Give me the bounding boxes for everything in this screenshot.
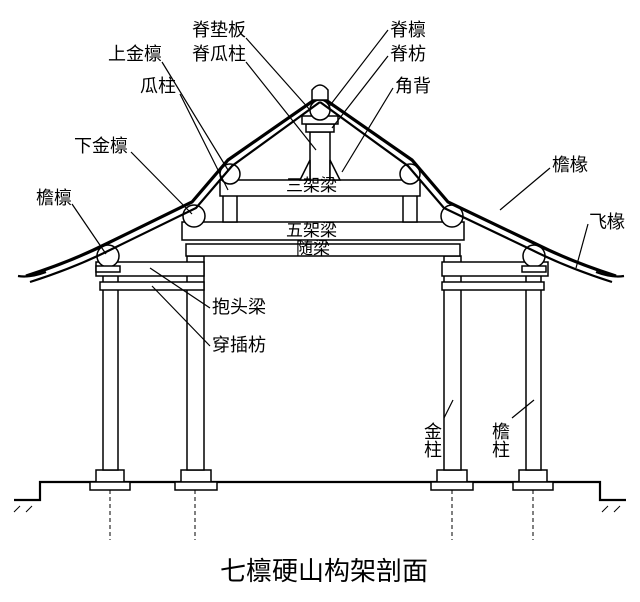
label-jilin: 脊檩 bbox=[390, 20, 426, 40]
foundation bbox=[14, 470, 626, 512]
label-sanjialiang: 三架梁 bbox=[286, 176, 337, 195]
label-jinzhu: 金柱 bbox=[422, 422, 442, 458]
label-shangjinlin: 上金檩 bbox=[108, 44, 162, 64]
label-feizhuan: 飞椽 bbox=[589, 212, 625, 232]
jifang bbox=[306, 124, 334, 132]
label-jiaobei: 角背 bbox=[395, 76, 431, 96]
label-jiguazhu: 脊瓜柱 bbox=[192, 44, 246, 64]
guazhu-right bbox=[403, 194, 417, 222]
label-guazhu: 瓜柱 bbox=[140, 76, 176, 96]
label-suiliang: 随梁 bbox=[296, 239, 330, 258]
guazhu-left bbox=[223, 194, 237, 222]
label-wujialiang: 五架梁 bbox=[286, 221, 337, 240]
label-jidianban: 脊垫板 bbox=[192, 20, 246, 40]
label-chuanchafang: 穿插枋 bbox=[212, 335, 266, 355]
caption: 七檩硬山构架剖面 bbox=[220, 557, 428, 586]
jiguazhu bbox=[310, 132, 330, 180]
chuanchafang-beams bbox=[100, 282, 544, 290]
label-xiajinlin: 下金檩 bbox=[74, 136, 128, 156]
label-yanlin: 檐檩 bbox=[36, 188, 72, 208]
baotouliang-beams bbox=[96, 262, 548, 276]
columns bbox=[103, 256, 541, 540]
label-yanzhuan: 檐椽 bbox=[552, 155, 588, 175]
diagram-root: 脊垫板 脊檩 上金檩 脊瓜柱 脊枋 瓜柱 角背 下金檩 檐檩 檐椽 飞椽 三架梁… bbox=[0, 0, 640, 602]
label-baotouliang: 抱头梁 bbox=[212, 297, 266, 317]
label-jifang: 脊枋 bbox=[390, 44, 426, 64]
label-yanzhu: 檐柱 bbox=[490, 422, 510, 458]
